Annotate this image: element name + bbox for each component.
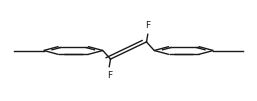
Text: F: F [145,21,150,30]
Text: F: F [107,71,112,80]
